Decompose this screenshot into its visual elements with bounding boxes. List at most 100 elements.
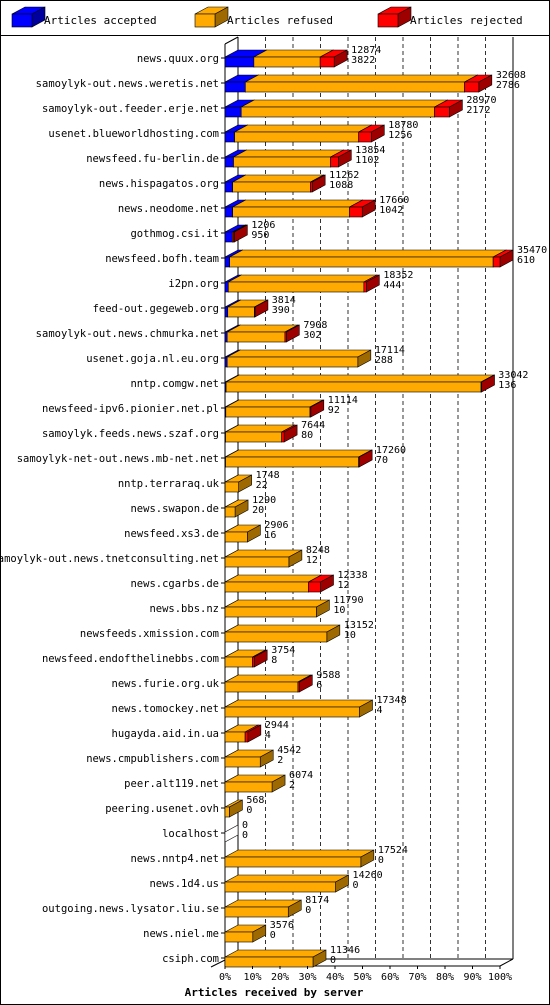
legend-swatch-accepted-box <box>11 6 46 28</box>
bar-refused <box>232 199 363 218</box>
bar-refused-front <box>228 281 365 293</box>
bar-refused-front <box>224 656 253 668</box>
value-accepted: 4 <box>377 705 383 716</box>
value-accepted: 92 <box>328 405 340 416</box>
bar-refused-top <box>225 449 372 458</box>
y-axis-top-edge <box>224 36 239 45</box>
x-tick-label: 10% <box>243 972 261 983</box>
value-total: 11346 <box>330 945 360 956</box>
bar-row <box>224 299 269 318</box>
bar-empty-side <box>224 824 239 843</box>
bar-rejected <box>358 124 385 143</box>
server-label: news.tomockey.net <box>112 703 219 715</box>
bar-row <box>224 724 262 743</box>
legend-swatch-refused <box>194 6 229 28</box>
bar-rejected-front <box>310 181 313 193</box>
bar-refused <box>224 899 302 918</box>
bar-refused-front <box>226 356 359 368</box>
bar-refused-front <box>227 306 255 318</box>
server-label: samoylyk.feeds.news.szaf.org <box>42 428 219 440</box>
value-accepted: 0 <box>353 880 359 891</box>
bar-rejected <box>297 674 313 693</box>
x-tick-label: 20% <box>271 972 289 983</box>
value-accepted: 2 <box>277 755 283 766</box>
server-label: newsfeed-ipv6.pionier.net.pl <box>42 403 219 415</box>
bar-refused <box>224 874 349 893</box>
bar-refused-front <box>225 456 359 468</box>
bar-refused-front <box>234 131 359 143</box>
server-label: news.quux.org <box>137 53 219 65</box>
legend-swatch-accepted-box-front <box>11 13 33 28</box>
legend-swatch-refused-box-front <box>194 13 216 28</box>
bar-refused-front <box>226 331 286 343</box>
value-accepted: 2172 <box>466 105 490 116</box>
bar-refused <box>233 149 344 168</box>
value-total: 17260 <box>376 445 406 456</box>
bar-refused-front <box>224 531 248 543</box>
legend-swatch-rejected-box <box>377 6 412 28</box>
server-label: samoylyk-out.news.tnetconsulting.net <box>0 553 219 565</box>
value-total: 11790 <box>333 595 363 606</box>
value-total: 32608 <box>496 70 526 81</box>
value-total: 1290 <box>252 495 276 506</box>
x-tick-label: 0% <box>219 972 231 983</box>
bar-rejected <box>308 574 334 593</box>
bar-refused-top <box>224 699 373 708</box>
server-label: newsfeed.bofh.team <box>105 253 219 265</box>
bar-rejected <box>464 74 493 93</box>
bar-refused-front <box>224 606 317 618</box>
bar-row <box>224 699 373 718</box>
bar-row <box>224 849 375 868</box>
value-accepted: 390 <box>272 305 290 316</box>
value-accepted: 1102 <box>355 155 379 166</box>
bar-refused-top <box>253 49 334 58</box>
bar-refused-front <box>224 781 273 793</box>
bar-refused-top <box>224 949 327 958</box>
x-tick-label: 90% <box>463 972 481 983</box>
server-label: nntp.comgw.net <box>130 378 219 390</box>
bar-rejected-front <box>254 306 256 318</box>
bar-row <box>224 624 341 643</box>
legend-item-rejected: Articles rejected <box>377 6 523 28</box>
x-tick-label: 50% <box>353 972 371 983</box>
bar-refused <box>224 549 303 568</box>
bar-row <box>224 524 261 543</box>
bar-rejected <box>434 99 463 118</box>
bar-rejected-front <box>308 581 321 593</box>
value-total: 1748 <box>256 470 280 481</box>
server-label: news.bbs.nz <box>149 603 219 615</box>
bar-rejected <box>349 199 376 218</box>
bar-row <box>224 274 380 293</box>
bar-refused-top <box>224 849 374 858</box>
bar-rejected <box>363 274 380 293</box>
bar-row <box>224 324 300 343</box>
value-total: 11114 <box>328 395 358 406</box>
bar-rejected-front <box>244 731 249 743</box>
bar-accepted-front <box>224 106 242 118</box>
value-accepted: 136 <box>498 380 516 391</box>
value-accepted: 12 <box>306 555 318 566</box>
bar-refused <box>234 124 372 143</box>
bar-refused <box>224 624 341 643</box>
server-label: newsfeed.endofthelinebbs.com <box>42 653 219 665</box>
value-total: 13854 <box>355 145 385 156</box>
value-total: 11262 <box>329 170 359 181</box>
bar-rejected <box>358 449 373 468</box>
bar-refused-top <box>228 274 378 283</box>
bar-rejected-front <box>358 456 360 468</box>
bar-row <box>224 799 243 818</box>
server-label: peering.usenet.ovh <box>105 803 219 815</box>
bar-accepted-front <box>224 331 228 343</box>
server-label: news.cmpublishers.com <box>86 753 219 765</box>
value-accepted: 10 <box>333 605 345 616</box>
bar-refused <box>224 499 249 518</box>
value-accepted: 4 <box>265 730 271 741</box>
bar-refused <box>240 99 448 118</box>
value-accepted: 3822 <box>351 55 375 66</box>
bar-refused <box>224 599 330 618</box>
bar-accepted-front <box>224 206 233 218</box>
bar-refused-top <box>224 874 349 883</box>
server-label: samoylyk-out.news.chmurka.net <box>36 328 219 340</box>
bar-refused-front <box>224 731 246 743</box>
